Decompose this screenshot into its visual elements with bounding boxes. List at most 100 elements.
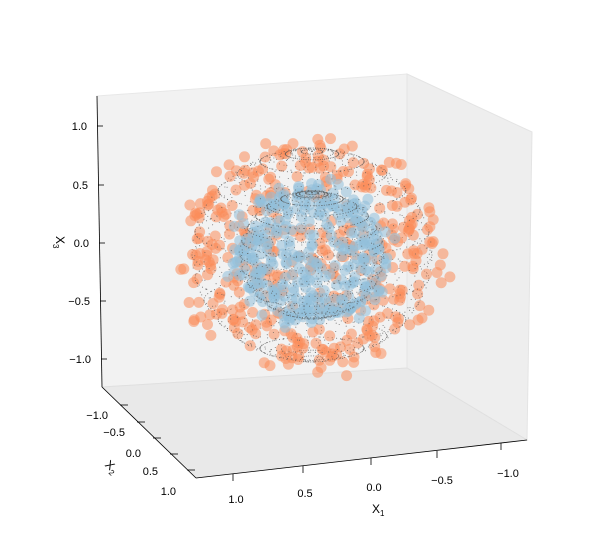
outer-wire-dot — [309, 172, 311, 174]
outer-point — [184, 199, 196, 211]
inner-wire-dot — [312, 317, 314, 319]
outer-wire-dot — [228, 273, 230, 275]
inner-wire-dot — [249, 280, 251, 282]
inner-wire-dot — [303, 196, 305, 199]
outer-point — [178, 263, 190, 275]
outer-wire-dot — [230, 200, 233, 202]
inner-wire-dot — [283, 216, 285, 218]
outer-wire-dot — [384, 211, 386, 213]
outer-wire-dot — [217, 187, 220, 190]
outer-wire-dot — [338, 323, 340, 326]
outer-wire-dot — [267, 337, 269, 339]
outer-wire-dot — [381, 341, 383, 343]
inner-wire-dot — [315, 317, 317, 319]
inner-wire-dot — [317, 256, 319, 258]
outer-wire-dot — [338, 280, 340, 282]
inner-wire-dot — [348, 247, 350, 250]
outer-wire-dot — [261, 350, 263, 353]
outer-wire-dot — [264, 342, 266, 344]
outer-wire-dot — [303, 158, 305, 161]
inner-wire-dot — [272, 302, 274, 304]
inner-wire-dot — [331, 207, 333, 210]
outer-wire-dot — [298, 345, 300, 347]
outer-wire-dot — [266, 166, 268, 169]
inner-wire-dot — [316, 233, 318, 235]
outer-wire-dot — [319, 339, 321, 341]
inner-wire-dot — [247, 230, 249, 232]
outer-wire-dot — [230, 329, 233, 331]
inner-wire-dot — [299, 194, 301, 196]
inner-wire-dot — [369, 223, 371, 225]
outer-wire-dot — [356, 337, 358, 339]
outer-wire-dot — [319, 158, 321, 161]
outer-wire-dot — [215, 201, 217, 203]
inner-wire-dot — [312, 205, 314, 207]
inner-wire-dot — [251, 276, 253, 278]
outer-wire-dot — [335, 322, 337, 324]
outer-wire-dot — [328, 160, 330, 162]
inner-wire-dot — [333, 287, 335, 290]
inner-wire-dot — [328, 196, 330, 198]
outer-wire-dot — [288, 149, 290, 151]
outer-point — [202, 195, 213, 207]
inner-wire-dot — [274, 200, 276, 202]
inner-wire-dot — [336, 196, 338, 198]
outer-wire-dot — [419, 265, 421, 268]
outer-wire-dot — [368, 188, 370, 190]
outer-wire-dot — [423, 263, 425, 265]
inner-wire-dot — [284, 201, 286, 204]
inner-wire-dot — [355, 297, 357, 299]
outer-wire-dot — [250, 345, 253, 347]
inner-wire-dot — [300, 196, 302, 198]
outer-wire-dot — [383, 177, 385, 179]
outer-wire-dot — [301, 242, 303, 244]
outer-wire-dot — [256, 349, 258, 351]
outer-point — [286, 352, 298, 364]
inner-wire-dot — [289, 255, 291, 257]
inner-wire-dot — [333, 203, 335, 205]
inner-wire-dot — [337, 216, 339, 218]
inner-wire-dot — [284, 195, 286, 197]
inner-wire-dot — [330, 315, 333, 317]
outer-wire-dot — [199, 263, 201, 265]
outer-wire-dot — [304, 147, 306, 150]
outer-wire-dot — [350, 274, 352, 276]
outer-wire-dot — [308, 157, 310, 159]
inner-wire-dot — [253, 233, 255, 235]
inner-wire-dot — [267, 252, 269, 254]
inner-point — [329, 293, 341, 305]
outer-wire-dot — [380, 167, 382, 169]
outer-wire-dot — [282, 209, 284, 211]
outer-wire-dot — [268, 317, 271, 319]
inner-wire-dot — [313, 193, 315, 195]
inner-wire-dot — [256, 218, 258, 220]
inner-wire-dot — [380, 261, 382, 263]
outer-wire-dot — [296, 333, 298, 335]
inner-point — [343, 290, 354, 302]
inner-point — [349, 240, 361, 252]
outer-wire-dot — [249, 164, 252, 167]
inner-wire-dot — [373, 262, 375, 264]
outer-wire-dot — [391, 311, 393, 314]
outer-wire-dot — [284, 352, 286, 354]
inner-wire-dot — [336, 214, 338, 216]
outer-wire-dot — [386, 335, 388, 337]
outer-wire-dot — [294, 237, 296, 239]
inner-wire-dot — [356, 303, 358, 305]
inner-wire-dot — [239, 254, 241, 256]
inner-wire-dot — [358, 207, 360, 210]
inner-wire-dot — [258, 219, 261, 221]
outer-wire-dot — [275, 169, 277, 171]
outer-wire-dot — [278, 163, 281, 165]
inner-wire-dot — [268, 203, 270, 205]
outer-wire-dot — [248, 322, 250, 324]
outer-point — [435, 277, 447, 289]
inner-wire-dot — [363, 295, 365, 297]
inner-wire-dot — [315, 191, 317, 193]
inner-wire-dot — [304, 317, 306, 319]
outer-wire-dot — [276, 187, 278, 190]
outer-wire-dot — [295, 149, 297, 151]
inner-wire-dot — [305, 192, 307, 194]
outer-wire-dot — [423, 281, 425, 283]
outer-wire-dot — [387, 181, 389, 183]
